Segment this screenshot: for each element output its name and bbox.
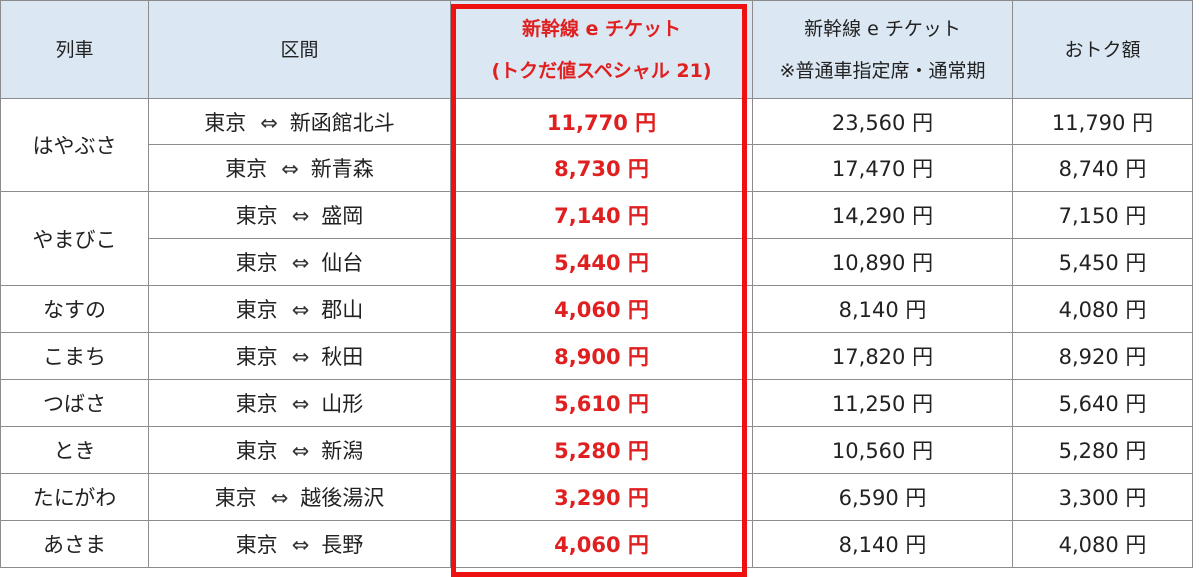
normal-fare: 6,590 円: [752, 473, 1013, 521]
normal-fare: 17,470 円: [752, 144, 1013, 192]
special-fare: 3,290 円: [450, 473, 753, 521]
special-fare: 5,610 円: [450, 379, 753, 427]
destination-station: 長野: [321, 533, 364, 557]
table-row: たにがわ 東京 ⇔ 越後湯沢 3,290 円 6,590 円 3,300 円: [0, 473, 1193, 521]
train-name: なすの: [0, 285, 149, 333]
table-header-row: 列車 区間 新幹線 e チケット (トクだ値スペシャル 21) 新幹線 e チケ…: [0, 0, 1193, 99]
saving-amount: 4,080 円: [1012, 520, 1193, 568]
destination-station: 新函館北斗: [289, 110, 395, 135]
saving-amount: 5,450 円: [1012, 238, 1193, 286]
header-section: 区間: [148, 0, 451, 99]
header-normal-fare-line2: ※普通車指定席・通常期: [779, 59, 986, 82]
normal-fare: 10,560 円: [752, 426, 1013, 474]
saving-amount: 5,280 円: [1012, 426, 1193, 474]
table-row: とき 東京 ⇔ 新潟 5,280 円 10,560 円 5,280 円: [0, 426, 1193, 474]
saving-amount: 11,790 円: [1012, 98, 1193, 145]
special-fare: 4,060 円: [450, 520, 753, 568]
section-cell: 東京 ⇔ 盛岡: [148, 191, 451, 239]
special-fare: 5,440 円: [450, 238, 753, 286]
destination-station: 新青森: [310, 157, 374, 181]
bidirectional-arrow-icon: ⇔: [270, 486, 289, 510]
table-row: あさま 東京 ⇔ 長野 4,060 円 8,140 円 4,080 円: [0, 520, 1193, 568]
train-name: たにがわ: [0, 473, 149, 521]
header-normal-fare: 新幹線 e チケット ※普通車指定席・通常期: [752, 0, 1013, 99]
origin-station: 東京: [235, 298, 278, 322]
destination-station: 郡山: [321, 298, 364, 322]
section-cell: 東京 ⇔ 新潟: [148, 426, 451, 474]
bidirectional-arrow-icon: ⇔: [291, 251, 310, 275]
normal-fare: 14,290 円: [752, 191, 1013, 239]
table-row: 東京 ⇔ 新青森 8,730 円 17,470 円 8,740 円: [1, 144, 1193, 192]
destination-station: 山形: [321, 392, 364, 416]
special-fare: 8,730 円: [450, 144, 753, 192]
normal-fare: 8,140 円: [752, 285, 1013, 333]
header-special-fare: 新幹線 e チケット (トクだ値スペシャル 21): [450, 0, 753, 99]
destination-station: 越後湯沢: [300, 486, 385, 510]
train-name: はやぶさ: [0, 98, 149, 192]
table-row: なすの 東京 ⇔ 郡山 4,060 円 8,140 円 4,080 円: [0, 285, 1193, 333]
train-name: あさま: [0, 520, 149, 568]
header-saving: おトク額: [1012, 0, 1193, 99]
normal-fare: 23,560 円: [752, 98, 1013, 145]
fare-comparison-table: 列車 区間 新幹線 e チケット (トクだ値スペシャル 21) 新幹線 e チケ…: [0, 0, 1193, 568]
destination-station: 新潟: [321, 439, 364, 463]
normal-fare: 17,820 円: [752, 332, 1013, 380]
destination-station: 秋田: [321, 345, 364, 369]
origin-station: 東京: [235, 533, 278, 557]
header-special-fare-line2: (トクだ値スペシャル 21): [491, 59, 712, 82]
saving-amount: 5,640 円: [1012, 379, 1193, 427]
section-cell: 東京 ⇔ 秋田: [148, 332, 451, 380]
bidirectional-arrow-icon: ⇔: [291, 533, 310, 557]
table-row: はやぶさ 東京 ⇔ 新函館北斗 11,770 円 23,560 円 11,790 円: [0, 98, 1193, 192]
table-row: やまびこ 東京 ⇔ 盛岡 7,140 円 14,290 円 7,150 円: [0, 191, 1193, 286]
table-row: つばさ 東京 ⇔ 山形 5,610 円 11,250 円 5,640 円: [0, 379, 1193, 427]
special-fare: 8,900 円: [450, 332, 753, 380]
special-fare: 11,770 円: [450, 98, 753, 145]
origin-station: 東京: [235, 392, 278, 416]
destination-station: 仙台: [321, 251, 364, 275]
section-cell: 東京 ⇔ 長野: [148, 520, 451, 568]
train-name: こまち: [0, 332, 149, 380]
origin-station: 東京: [235, 345, 278, 369]
bidirectional-arrow-icon: ⇔: [291, 345, 310, 369]
destination-station: 盛岡: [321, 204, 364, 228]
table-row: 東京 ⇔ 仙台 5,440 円 10,890 円 5,450 円: [1, 238, 1193, 286]
saving-amount: 8,740 円: [1012, 144, 1193, 192]
normal-fare: 11,250 円: [752, 379, 1013, 427]
special-fare: 4,060 円: [450, 285, 753, 333]
section-cell: 東京 ⇔ 新函館北斗: [148, 98, 451, 145]
train-name: つばさ: [0, 379, 149, 427]
section-cell: 東京 ⇔ 山形: [148, 379, 451, 427]
origin-station: 東京: [235, 204, 278, 228]
saving-amount: 4,080 円: [1012, 285, 1193, 333]
section-cell: 東京 ⇔ 新青森: [148, 144, 451, 192]
origin-station: 東京: [225, 157, 268, 181]
bidirectional-arrow-icon: ⇔: [291, 439, 310, 463]
header-special-fare-line1: 新幹線 e チケット: [521, 17, 682, 40]
section-cell: 東京 ⇔ 越後湯沢: [148, 473, 451, 521]
bidirectional-arrow-icon: ⇔: [291, 298, 310, 322]
section-cell: 東京 ⇔ 郡山: [148, 285, 451, 333]
header-train: 列車: [0, 0, 149, 99]
origin-station: 東京: [235, 251, 278, 275]
special-fare: 5,280 円: [450, 426, 753, 474]
normal-fare: 8,140 円: [752, 520, 1013, 568]
bidirectional-arrow-icon: ⇔: [281, 157, 299, 181]
train-name: やまびこ: [0, 191, 149, 286]
bidirectional-arrow-icon: ⇔: [291, 392, 310, 416]
origin-station: 東京: [214, 486, 257, 510]
normal-fare: 10,890 円: [752, 238, 1013, 286]
bidirectional-arrow-icon: ⇔: [291, 204, 310, 228]
origin-station: 東京: [204, 110, 247, 135]
section-cell: 東京 ⇔ 仙台: [148, 238, 451, 286]
saving-amount: 8,920 円: [1012, 332, 1193, 380]
header-normal-fare-line1: 新幹線 e チケット: [804, 17, 961, 40]
train-name: とき: [0, 426, 149, 474]
special-fare: 7,140 円: [450, 191, 753, 239]
saving-amount: 3,300 円: [1012, 473, 1193, 521]
saving-amount: 7,150 円: [1012, 191, 1193, 239]
table-row: こまち 東京 ⇔ 秋田 8,900 円 17,820 円 8,920 円: [0, 332, 1193, 380]
bidirectional-arrow-icon: ⇔: [260, 110, 278, 135]
origin-station: 東京: [235, 439, 278, 463]
